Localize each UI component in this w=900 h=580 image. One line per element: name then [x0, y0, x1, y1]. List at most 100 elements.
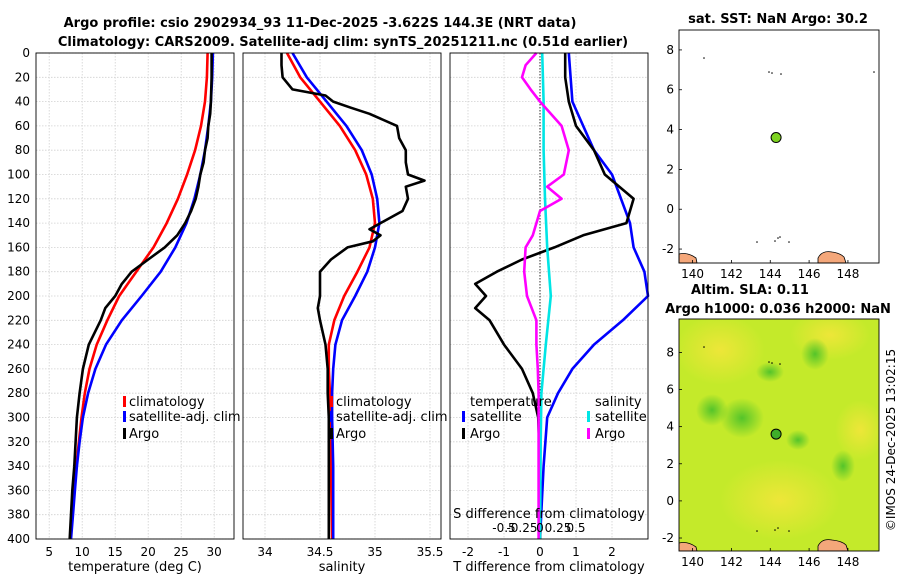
sst-map: sat. SST: NaN Argo: 30.2 140 142 144 146 148… — [662, 12, 880, 281]
map-y-tick-label: 6 — [666, 383, 674, 397]
y-tick-label: 20 — [15, 70, 30, 84]
sst-map-title: sat. SST: NaN Argo: 30.2 — [688, 12, 868, 27]
legend-swatch-satellite — [330, 411, 333, 422]
salinity-panel: 34 34.5 35 35.5 salinity climatology satell… — [242, 52, 448, 575]
map-y-tick-label: 8 — [666, 43, 674, 57]
x-tick-label: 0 — [536, 545, 544, 559]
s-diff-tick-label: 0 — [536, 521, 544, 535]
map-y-tick-label: 2 — [666, 457, 674, 471]
map-y-tick-label: 8 — [666, 345, 674, 359]
argo-salinity-diff-line — [520, 52, 571, 539]
y-tick-label: 0 — [22, 46, 30, 60]
map-x-tick-label: 142 — [720, 555, 743, 569]
map-y-tick-label: 0 — [666, 202, 674, 216]
argo-position-marker — [770, 428, 782, 440]
legend-satellite: satellite-adj. clim — [129, 410, 241, 425]
x-tick-label: 30 — [207, 545, 222, 559]
map-y-tick-label: 0 — [666, 494, 674, 508]
legend-swatch-argo — [123, 428, 126, 439]
t-difference-axis-label: T difference from climatology — [452, 560, 645, 575]
x-tick-label: 10 — [75, 545, 90, 559]
map-x-tick-label: 140 — [681, 267, 704, 281]
map-y-tick-label: -2 — [662, 531, 674, 545]
y-tick-label: 120 — [7, 192, 30, 206]
map-x-tick-label: 140 — [681, 555, 704, 569]
map-x-tick-label: 146 — [798, 555, 821, 569]
land-shape-se — [817, 251, 847, 264]
map-y-tick-label: -2 — [662, 242, 674, 256]
map-x-tick-label: 144 — [759, 267, 782, 281]
y-tick-label: 220 — [7, 313, 30, 327]
x-tick-label: 35 — [367, 545, 382, 559]
x-tick-label: 1 — [572, 545, 580, 559]
legend-swatch-s-satellite — [587, 411, 590, 422]
s-diff-tick-label: -0.25 — [506, 521, 537, 535]
y-tick-label: 400 — [7, 532, 30, 546]
y-tick-label: 280 — [7, 386, 30, 400]
legend-s-argo: Argo — [595, 427, 625, 442]
legend-argo: Argo — [129, 427, 159, 442]
temperature-legend: climatology satellite-adj. clim Argo — [123, 395, 241, 442]
map-y-tick-label: 6 — [666, 83, 674, 97]
y-tick-label: 80 — [15, 143, 30, 157]
map-y-tick-label: 4 — [666, 123, 674, 137]
legend-satellite: satellite-adj. clim — [336, 410, 448, 425]
legend-climatology: climatology — [129, 395, 205, 410]
x-tick-label: 25 — [174, 545, 189, 559]
map-y-tick-label: 2 — [666, 162, 674, 176]
y-tick-label: 300 — [7, 411, 30, 425]
argo-temperature-diff-line — [473, 53, 635, 539]
y-tick-label: 140 — [7, 216, 30, 230]
y-tick-label: 320 — [7, 435, 30, 449]
map-x-tick-label: 142 — [720, 267, 743, 281]
s-diff-tick-label: 0.25 — [545, 521, 572, 535]
argo-temperature-line — [68, 53, 213, 540]
temperature-axis-label: temperature (deg C) — [68, 560, 202, 575]
legend-s-satellite: satellite — [595, 410, 647, 425]
s-difference-axis-title: S difference from climatology — [453, 507, 645, 522]
legend-swatch-t-argo — [462, 428, 465, 439]
legend-temperature-title: temperature — [470, 395, 552, 410]
figure-title-line2: Climatology: CARS2009. Satellite-adj cli… — [58, 35, 628, 50]
legend-swatch-argo — [330, 428, 333, 439]
x-tick-label: 20 — [141, 545, 156, 559]
map-x-tick-label: 148 — [836, 267, 859, 281]
y-tick-label: 200 — [7, 289, 30, 303]
legend-swatch-satellite — [123, 411, 126, 422]
y-tick-label: 100 — [7, 168, 30, 182]
argo-position-marker — [770, 132, 782, 144]
map-x-tick-label: 148 — [836, 555, 859, 569]
legend-swatch-s-argo — [587, 428, 590, 439]
s-diff-tick-label: 0.5 — [566, 521, 585, 535]
y-tick-label: 40 — [15, 95, 30, 109]
y-tick-label: 360 — [7, 483, 30, 497]
salinity-legend: climatology satellite-adj. clim Argo — [330, 395, 448, 442]
x-tick-label: 2 — [608, 545, 616, 559]
y-tick-label: 180 — [7, 265, 30, 279]
legend-salinity-title: salinity — [595, 395, 642, 410]
imos-credit: ©IMOS 24-Dec-2025 13:02:15 — [884, 349, 898, 531]
map-x-tick-label: 144 — [759, 555, 782, 569]
temperature-diff-legend: temperature satellite Argo — [462, 395, 552, 442]
x-tick-label: -1 — [498, 545, 510, 559]
legend-t-satellite: satellite — [470, 410, 522, 425]
x-tick-label: 34.5 — [307, 545, 334, 559]
temperature-panel: 5 10 15 20 25 30 0 20 40 60 80 100 120 140 160 180 200 2… — [7, 46, 241, 575]
sla-map-title-line1: Altim. SLA: 0.11 — [691, 283, 809, 298]
sla-map: Altim. SLA: 0.11 Argo h1000: 0.036 h2000… — [662, 283, 891, 569]
difference-panel: -2 -1 0 1 2 S difference from climatology -0… — [449, 52, 650, 575]
y-tick-label: 60 — [15, 119, 30, 133]
legend-climatology: climatology — [336, 395, 412, 410]
y-tick-label: 380 — [7, 508, 30, 522]
sla-map-title-line2: Argo h1000: 0.036 h2000: NaN — [665, 302, 891, 317]
s-diff-tick-label: -0.5 — [492, 521, 515, 535]
coastline-dots — [703, 57, 875, 243]
legend-t-argo: Argo — [470, 427, 500, 442]
y-tick-label: 160 — [7, 240, 30, 254]
x-tick-label: 5 — [45, 545, 53, 559]
x-tick-label: 34 — [257, 545, 272, 559]
legend-swatch-t-satellite — [462, 411, 465, 422]
land-shape-se — [817, 539, 849, 551]
figure-title-line1: Argo profile: csio 2902934_93 11-Dec-202… — [64, 16, 577, 31]
